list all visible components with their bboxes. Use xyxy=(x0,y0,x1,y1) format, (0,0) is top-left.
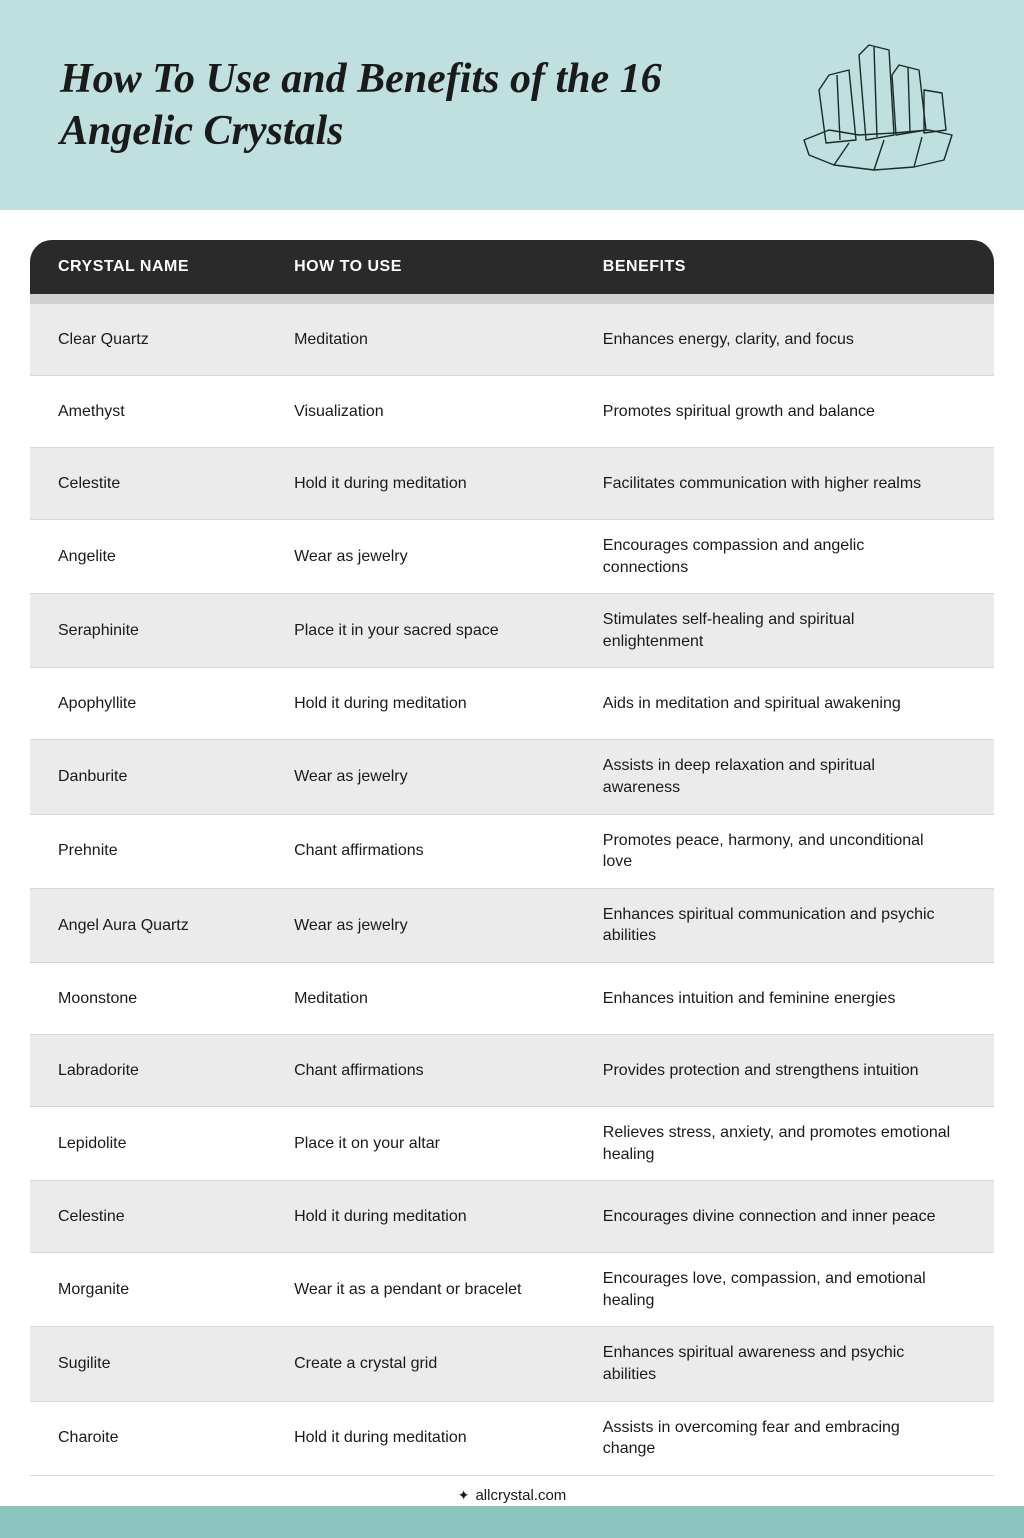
cell-how-to-use: Hold it during meditation xyxy=(294,1427,603,1449)
cell-how-to-use: Hold it during meditation xyxy=(294,1206,603,1228)
cell-crystal-name: Lepidolite xyxy=(58,1133,294,1155)
cell-how-to-use: Chant affirmations xyxy=(294,840,603,862)
footer-bar xyxy=(0,1506,1024,1538)
table-row: Clear QuartzMeditationEnhances energy, c… xyxy=(30,304,994,376)
cell-benefits: Encourages love, compassion, and emotion… xyxy=(603,1268,966,1311)
cell-benefits: Relieves stress, anxiety, and promotes e… xyxy=(603,1122,966,1165)
cell-how-to-use: Chant affirmations xyxy=(294,1060,603,1082)
cell-benefits: Promotes peace, harmony, and uncondition… xyxy=(603,830,966,873)
table-header-divider xyxy=(30,294,994,304)
cell-benefits: Encourages divine connection and inner p… xyxy=(603,1206,966,1228)
table-row: AmethystVisualizationPromotes spiritual … xyxy=(30,376,994,448)
table-row: MoonstoneMeditationEnhances intuition an… xyxy=(30,963,994,1035)
cell-benefits: Enhances spiritual communication and psy… xyxy=(603,904,966,947)
cell-how-to-use: Wear as jewelry xyxy=(294,766,603,788)
cell-benefits: Provides protection and strengthens intu… xyxy=(603,1060,966,1082)
cell-how-to-use: Meditation xyxy=(294,988,603,1010)
cell-how-to-use: Place it in your sacred space xyxy=(294,620,603,642)
cell-crystal-name: Angelite xyxy=(58,546,294,568)
cell-how-to-use: Wear as jewelry xyxy=(294,546,603,568)
cell-benefits: Encourages compassion and angelic connec… xyxy=(603,535,966,578)
cell-crystal-name: Apophyllite xyxy=(58,693,294,715)
cell-crystal-name: Celestine xyxy=(58,1206,294,1228)
cell-how-to-use: Hold it during meditation xyxy=(294,473,603,495)
sparkle-icon: ✦ xyxy=(458,1487,470,1504)
table-row: SugiliteCreate a crystal gridEnhances sp… xyxy=(30,1327,994,1401)
table-row: LepidolitePlace it on your altarRelieves… xyxy=(30,1107,994,1181)
col-header-name: CRYSTAL NAME xyxy=(58,258,294,276)
cell-crystal-name: Amethyst xyxy=(58,401,294,423)
cell-crystal-name: Morganite xyxy=(58,1279,294,1301)
crystal-cluster-icon xyxy=(774,35,974,175)
col-header-benefits: BENEFITS xyxy=(603,258,966,276)
cell-crystal-name: Sugilite xyxy=(58,1353,294,1375)
cell-benefits: Promotes spiritual growth and balance xyxy=(603,401,966,423)
table-row: Angel Aura QuartzWear as jewelryEnhances… xyxy=(30,889,994,963)
cell-how-to-use: Wear as jewelry xyxy=(294,915,603,937)
table-row: CelestineHold it during meditationEncour… xyxy=(30,1181,994,1253)
table-row: PrehniteChant affirmationsPromotes peace… xyxy=(30,815,994,889)
cell-crystal-name: Danburite xyxy=(58,766,294,788)
table-row: CharoiteHold it during meditationAssists… xyxy=(30,1402,994,1476)
cell-benefits: Enhances energy, clarity, and focus xyxy=(603,329,966,351)
cell-crystal-name: Angel Aura Quartz xyxy=(58,915,294,937)
cell-benefits: Facilitates communication with higher re… xyxy=(603,473,966,495)
cell-benefits: Aids in meditation and spiritual awakeni… xyxy=(603,693,966,715)
table-row: AngeliteWear as jewelryEncourages compas… xyxy=(30,520,994,594)
cell-how-to-use: Place it on your altar xyxy=(294,1133,603,1155)
cell-how-to-use: Wear it as a pendant or bracelet xyxy=(294,1279,603,1301)
cell-how-to-use: Hold it during meditation xyxy=(294,693,603,715)
header: How To Use and Benefits of the 16 Angeli… xyxy=(0,0,1024,210)
cell-crystal-name: Seraphinite xyxy=(58,620,294,642)
cell-crystal-name: Charoite xyxy=(58,1427,294,1449)
cell-benefits: Enhances intuition and feminine energies xyxy=(603,988,966,1010)
cell-how-to-use: Visualization xyxy=(294,401,603,423)
cell-crystal-name: Clear Quartz xyxy=(58,329,294,351)
footer-text: allcrystal.com xyxy=(475,1487,566,1504)
cell-crystal-name: Prehnite xyxy=(58,840,294,862)
cell-benefits: Stimulates self-healing and spiritual en… xyxy=(603,609,966,652)
cell-benefits: Assists in overcoming fear and embracing… xyxy=(603,1417,966,1460)
table-row: DanburiteWear as jewelryAssists in deep … xyxy=(30,740,994,814)
table-row: LabradoriteChant affirmationsProvides pr… xyxy=(30,1035,994,1107)
cell-crystal-name: Labradorite xyxy=(58,1060,294,1082)
cell-crystal-name: Moonstone xyxy=(58,988,294,1010)
cell-crystal-name: Celestite xyxy=(58,473,294,495)
col-header-use: HOW TO USE xyxy=(294,258,603,276)
table-row: MorganiteWear it as a pendant or bracele… xyxy=(30,1253,994,1327)
page-title: How To Use and Benefits of the 16 Angeli… xyxy=(60,53,760,158)
crystal-table: CRYSTAL NAME HOW TO USE BENEFITS Clear Q… xyxy=(0,210,1024,1476)
cell-how-to-use: Meditation xyxy=(294,329,603,351)
cell-how-to-use: Create a crystal grid xyxy=(294,1353,603,1375)
footer-attribution: ✦ allcrystal.com xyxy=(0,1484,1024,1506)
cell-benefits: Assists in deep relaxation and spiritual… xyxy=(603,755,966,798)
table-row: SeraphinitePlace it in your sacred space… xyxy=(30,594,994,668)
cell-benefits: Enhances spiritual awareness and psychic… xyxy=(603,1342,966,1385)
table-body: Clear QuartzMeditationEnhances energy, c… xyxy=(30,304,994,1476)
table-row: ApophylliteHold it during meditationAids… xyxy=(30,668,994,740)
table-header: CRYSTAL NAME HOW TO USE BENEFITS xyxy=(30,240,994,294)
table-row: CelestiteHold it during meditationFacili… xyxy=(30,448,994,520)
